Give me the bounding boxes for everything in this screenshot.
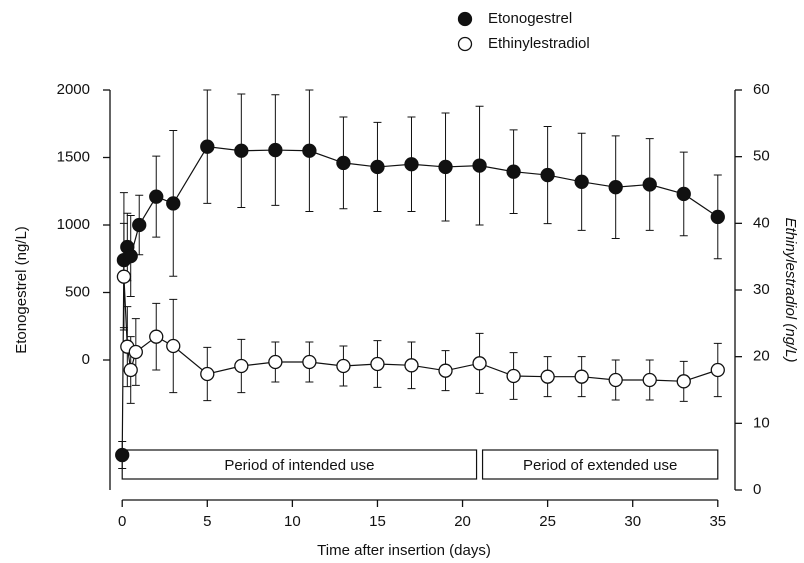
data-point [676,186,691,202]
data-point [115,447,130,463]
data-point [370,159,385,175]
y-axis-label: Etonogestrel (ng/L) [13,226,30,354]
x-tick-label: 5 [203,513,211,530]
data-point [166,338,181,354]
data-point [166,196,181,211]
data-point [540,167,555,183]
data-point [234,358,249,374]
period-box [481,449,719,480]
data-point [438,363,453,378]
data-point [336,155,351,171]
data-point [123,248,138,264]
data-point [336,358,351,374]
data-point [438,159,453,175]
y-tick-label: 2000 [57,81,90,98]
y2-axis-label: Ethinylestradiol (ng/L) [782,217,799,362]
data-point [404,358,419,373]
data-point [302,143,317,158]
data-point [128,344,143,360]
period-label: Period of intended use [224,457,374,474]
data-point [574,369,589,384]
data-point [472,356,487,371]
data-point [642,372,657,388]
y2-tick-label: 40 [753,214,770,231]
x-tick-label: 10 [284,513,301,530]
data-point [268,142,283,158]
y2-tick-label: 50 [753,148,770,165]
y2-tick-label: 30 [753,281,770,298]
data-point [149,189,164,204]
y-tick-label: 1500 [57,148,90,165]
legend-label: Etonogestrel [488,10,572,27]
x-tick-label: 0 [118,513,126,530]
data-point [676,374,691,389]
data-point [710,209,725,225]
y2-tick-label: 10 [753,414,770,431]
data-point [506,368,521,384]
y2-tick-label: 20 [753,348,770,365]
data-point [608,180,623,195]
period-label: Period of extended use [523,457,677,474]
data-point [370,356,385,372]
y2-tick-label: 60 [753,81,770,98]
data-point [404,157,419,172]
x-tick-label: 20 [454,513,471,530]
data-point [234,143,249,158]
data-point [268,354,283,370]
series-line [123,276,718,382]
series-line [121,146,719,456]
data-point [200,139,215,154]
data-point [302,354,317,370]
x-tick-label: 30 [624,513,641,530]
x-axis-label: Time after insertion (days) [317,542,491,559]
x-tick-label: 35 [709,513,726,530]
data-point [472,158,487,173]
data-point [506,164,521,179]
y-tick-label: 1000 [57,216,90,233]
data-point [132,217,147,233]
y-tick-label: 500 [65,283,90,300]
data-point [710,362,725,378]
y2-tick-label: 0 [753,481,761,498]
y-tick-label: 0 [82,351,90,368]
data-point [642,177,657,192]
data-point [123,362,138,378]
x-tick-label: 25 [539,513,556,530]
legend-marker [457,11,473,27]
legend-marker [457,36,473,52]
data-point [200,366,215,382]
data-point [149,329,164,344]
data-point [574,174,589,189]
data-point [608,372,623,388]
data-point [540,369,555,384]
legend-label: Ethinylestradiol [488,35,590,52]
x-tick-label: 15 [369,513,386,530]
data-point [116,269,132,284]
